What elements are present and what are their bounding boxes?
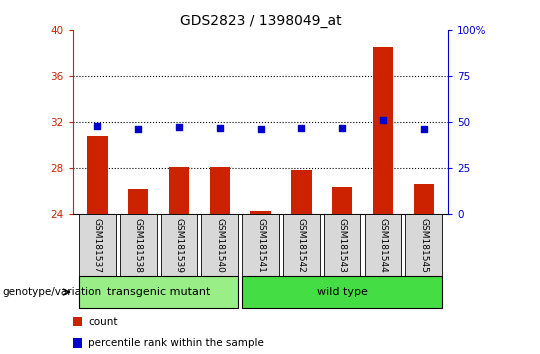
Text: GSM181541: GSM181541 bbox=[256, 218, 265, 273]
Text: transgenic mutant: transgenic mutant bbox=[107, 287, 210, 297]
Text: GSM181544: GSM181544 bbox=[379, 218, 387, 273]
Bar bbox=[210, 167, 230, 214]
Text: count: count bbox=[88, 317, 117, 327]
Point bbox=[215, 125, 224, 131]
Bar bbox=[251, 211, 271, 214]
Bar bbox=[332, 187, 352, 214]
Bar bbox=[373, 47, 393, 214]
FancyBboxPatch shape bbox=[283, 214, 320, 276]
FancyBboxPatch shape bbox=[120, 214, 157, 276]
Point bbox=[174, 124, 183, 130]
FancyBboxPatch shape bbox=[160, 214, 197, 276]
Bar bbox=[128, 189, 148, 214]
Text: GSM181542: GSM181542 bbox=[297, 218, 306, 273]
FancyBboxPatch shape bbox=[242, 276, 442, 308]
FancyBboxPatch shape bbox=[79, 276, 238, 308]
Text: GSM181539: GSM181539 bbox=[174, 218, 184, 273]
FancyBboxPatch shape bbox=[242, 214, 279, 276]
Bar bbox=[414, 184, 434, 214]
Point bbox=[379, 117, 387, 122]
Text: genotype/variation: genotype/variation bbox=[3, 287, 102, 297]
FancyBboxPatch shape bbox=[324, 214, 361, 276]
Bar bbox=[169, 167, 189, 214]
Bar bbox=[87, 136, 107, 214]
Title: GDS2823 / 1398049_at: GDS2823 / 1398049_at bbox=[180, 14, 341, 28]
Text: GSM181538: GSM181538 bbox=[134, 218, 143, 273]
FancyBboxPatch shape bbox=[364, 214, 401, 276]
Bar bbox=[291, 170, 312, 214]
Text: percentile rank within the sample: percentile rank within the sample bbox=[88, 338, 264, 348]
Text: GSM181543: GSM181543 bbox=[338, 218, 347, 273]
Point bbox=[256, 126, 265, 132]
FancyBboxPatch shape bbox=[201, 214, 238, 276]
Point bbox=[297, 125, 306, 131]
Bar bbox=[73, 317, 82, 326]
FancyBboxPatch shape bbox=[406, 214, 442, 276]
Text: wild type: wild type bbox=[316, 287, 368, 297]
Text: GSM181545: GSM181545 bbox=[419, 218, 428, 273]
FancyBboxPatch shape bbox=[79, 214, 116, 276]
Bar bbox=[73, 338, 82, 348]
Text: GSM181537: GSM181537 bbox=[93, 218, 102, 273]
Point bbox=[93, 123, 102, 129]
Text: GSM181540: GSM181540 bbox=[215, 218, 224, 273]
Point bbox=[134, 126, 143, 132]
Point bbox=[420, 126, 428, 132]
Point bbox=[338, 125, 347, 131]
